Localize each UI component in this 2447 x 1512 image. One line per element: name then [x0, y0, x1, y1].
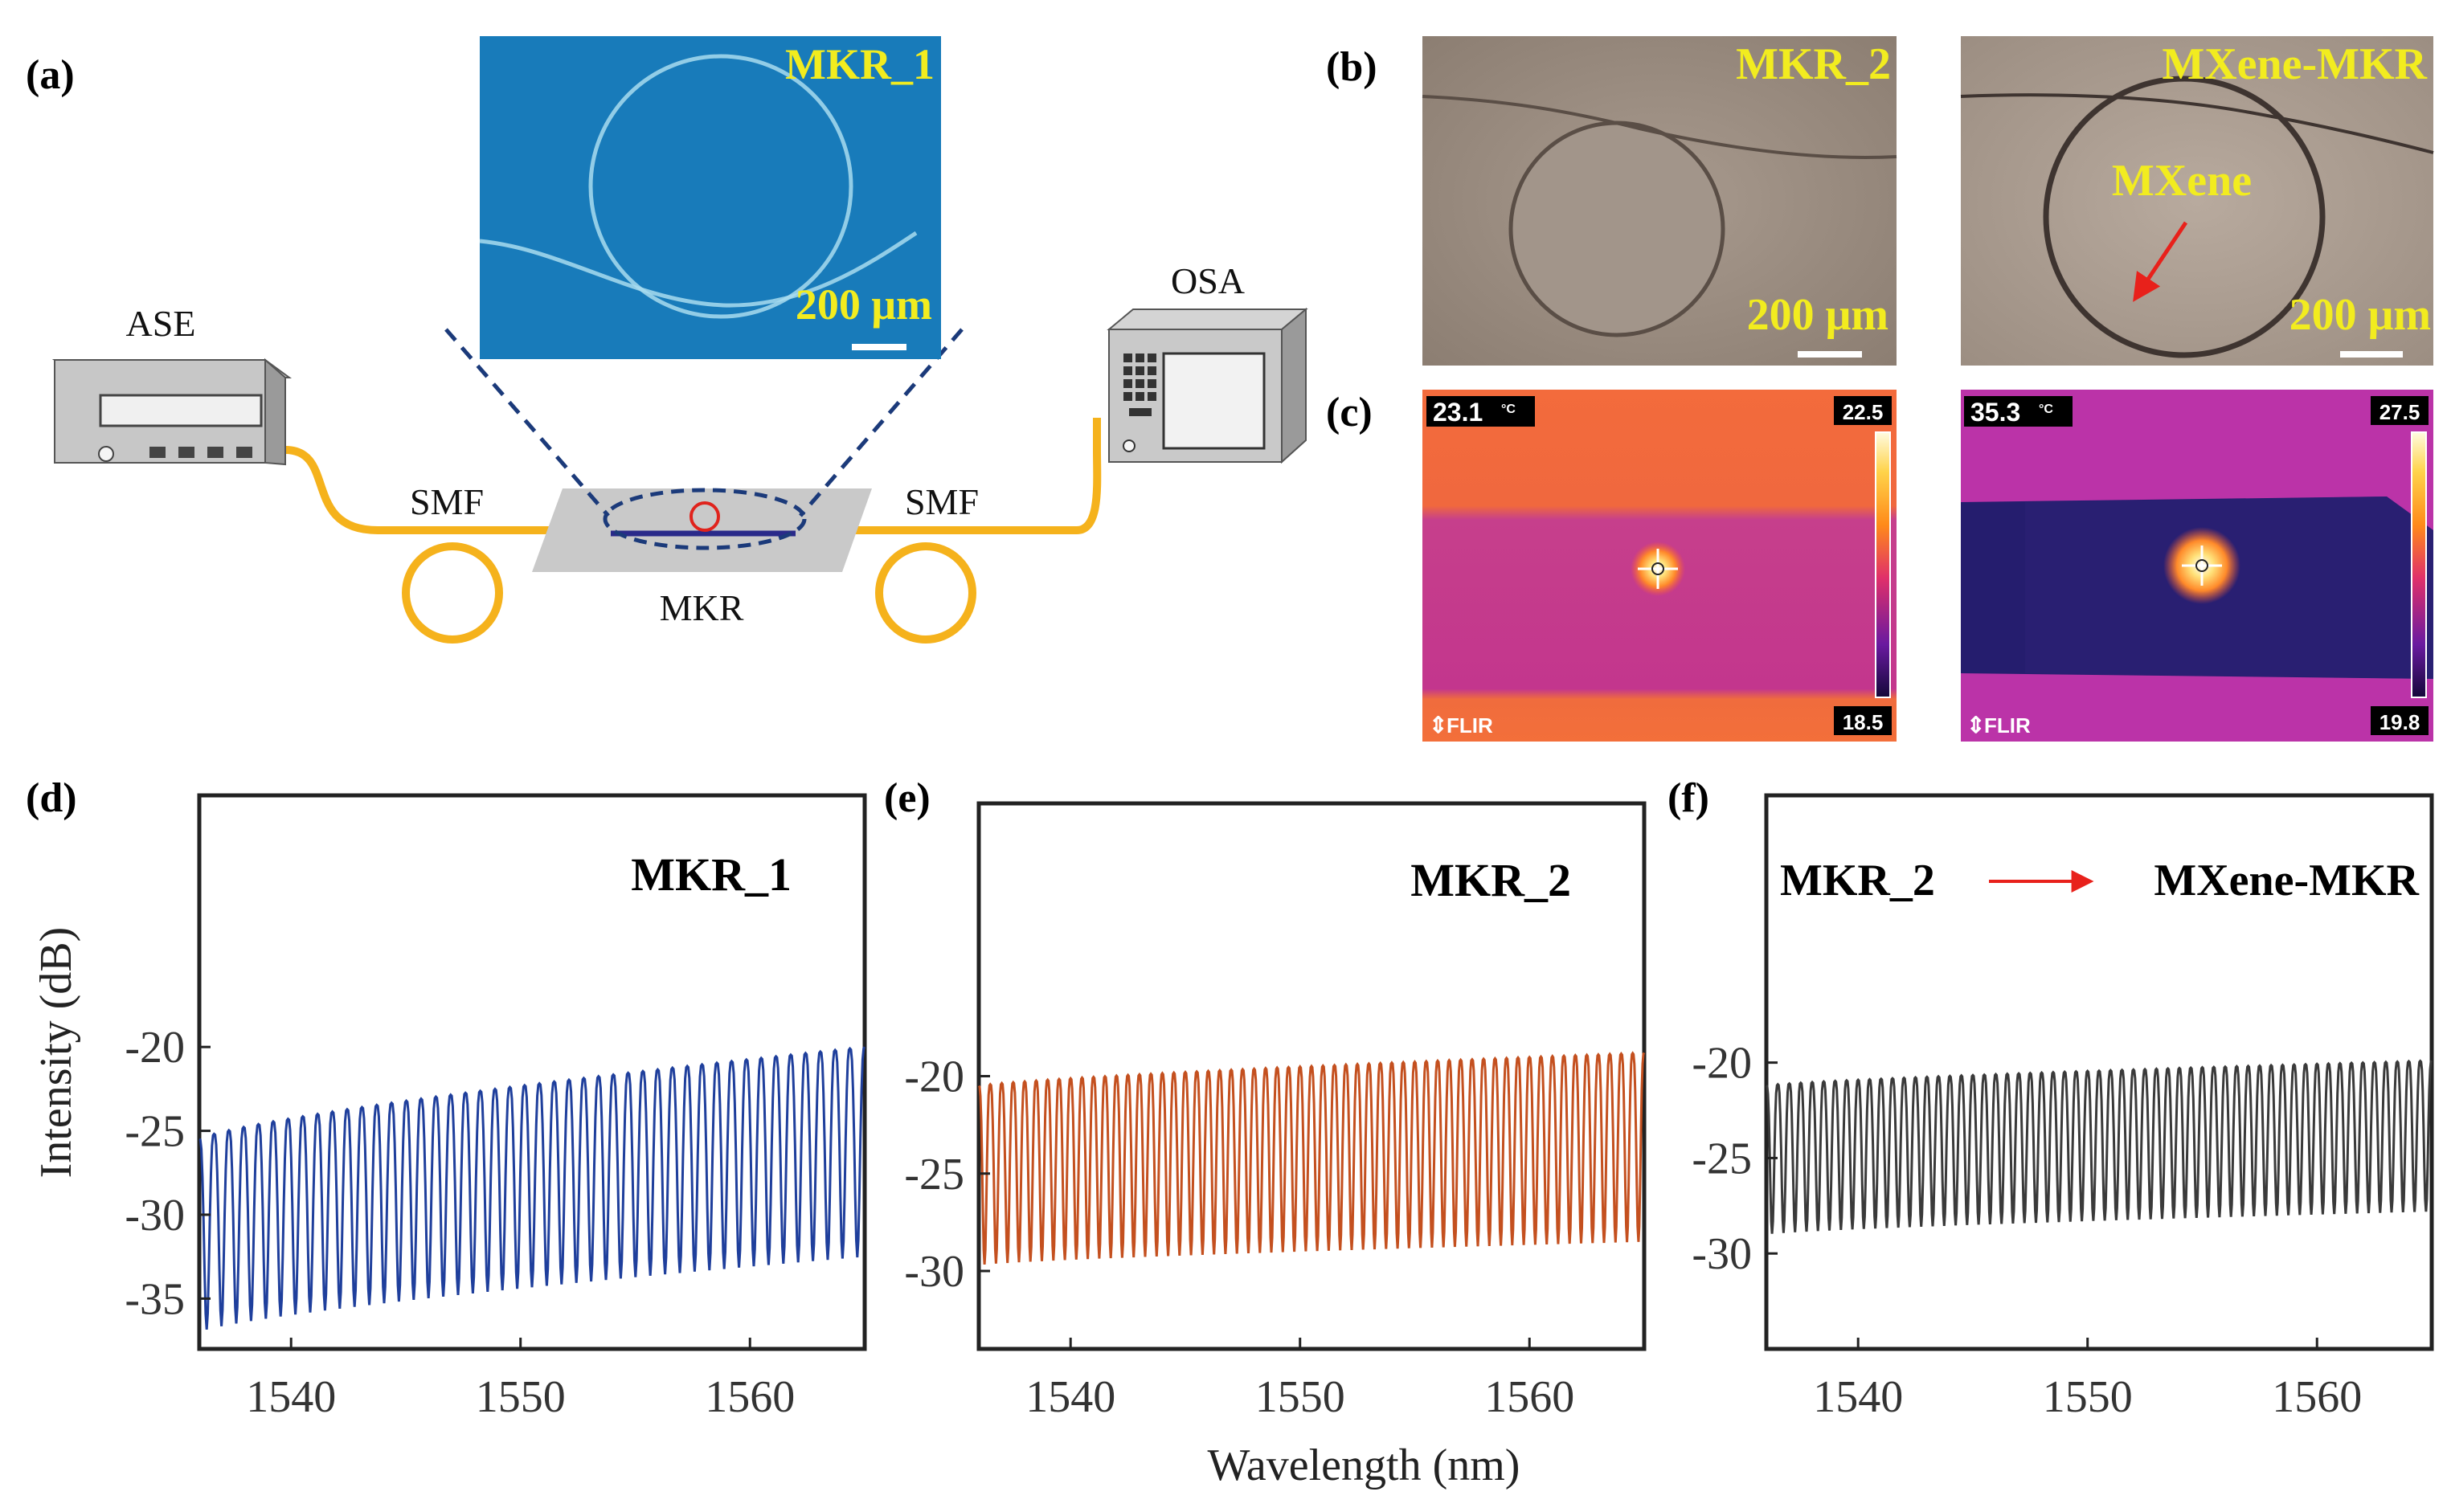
inset-micrograph-mkr1 [479, 36, 941, 359]
ase-label: ASE [126, 303, 196, 344]
thermal-left-scale-max: 22.5 [1843, 400, 1884, 424]
smf-label-left: SMF [410, 481, 484, 522]
thermal-left-scale-min: 18.5 [1843, 710, 1884, 734]
flir-logo-right: ⇕ [1966, 713, 1985, 738]
fiber-coil-right [875, 542, 976, 644]
micrograph-mkr2 [1422, 36, 1897, 366]
osa-label: OSA [1171, 260, 1245, 301]
chart-f-ytick-label--30: -30 [1692, 1229, 1752, 1279]
chart-e-ytick-label--20: -20 [904, 1052, 964, 1102]
thermal-right-temp: 35.3 [1970, 398, 2020, 427]
zoom-line-right [799, 328, 964, 517]
inset-title: MKR_1 [785, 40, 935, 88]
chart-f-xtick-label-1540: 1540 [1813, 1372, 1903, 1422]
thermal-right-brand: FLIR [1984, 713, 2031, 738]
mkr-knot-circle [689, 501, 720, 532]
thermal-left-brand: FLIR [1447, 713, 1493, 738]
chart-d-xtick-label-1540: 1540 [246, 1372, 336, 1422]
chart-d-ytick-label--20: -20 [125, 1023, 185, 1073]
chart-f-title-left: MKR_2 [1780, 856, 1935, 905]
chart-d-ytick-label--30: -30 [125, 1191, 185, 1240]
ase-instrument-icon [51, 358, 293, 466]
x-axis-label: Wavelength (nm) [1208, 1440, 1520, 1490]
micrograph-right-title: MXene-MKR [2162, 39, 2427, 89]
thermal-image-mkr2 [1422, 390, 1897, 742]
panel-label-d: (d) [26, 775, 77, 821]
fiber-coil-left [402, 542, 503, 644]
mxene-annotation-label: MXene [2112, 156, 2252, 206]
zoom-ellipse [603, 488, 807, 550]
panel-label-b: (b) [1326, 44, 1377, 90]
chart-d: MKR_1 1540 1550 1560 -35 -30 -25 -20 [125, 793, 867, 1422]
panel-label-c: (c) [1326, 390, 1373, 435]
chart-e-xtick-label-1540: 1540 [1025, 1372, 1115, 1422]
micrograph-mxene-mkr [1960, 36, 2434, 366]
chart-d-xtick-label-1550: 1550 [476, 1372, 566, 1422]
thermal-right-scale-max: 27.5 [2379, 400, 2420, 424]
micrograph-left-title: MKR_2 [1736, 39, 1891, 89]
chart-d-ytick-label--25: -25 [125, 1107, 185, 1157]
thermal-right-scale-min: 19.8 [2379, 710, 2420, 734]
chart-e-ytick-label--25: -25 [904, 1150, 964, 1199]
chart-e-xtick-label-1550: 1550 [1255, 1372, 1345, 1422]
chart-e-xtick-label-1560: 1560 [1484, 1372, 1574, 1422]
thermal-image-mxene-mkr [1961, 390, 2433, 742]
thermal-right-unit: °C [2039, 403, 2053, 416]
zoom-line-left [444, 328, 610, 517]
micrograph-left-scalebar: 200 μm [1747, 290, 1888, 340]
chart-f-series-0 [1765, 1059, 2433, 1234]
chart-e-ytick-label--30: -30 [904, 1247, 964, 1297]
chart-d-ytick-label--35: -35 [125, 1274, 185, 1324]
mkr-label: MKR [660, 587, 744, 628]
chart-f-ytick-label--20: -20 [1692, 1039, 1752, 1089]
thermal-left-unit: °C [1501, 403, 1516, 416]
panel-label-f: (f) [1667, 775, 1709, 821]
mxene-annotation-arrow [2133, 221, 2188, 302]
chart-f-title-right: MXene-MKR [2154, 856, 2419, 905]
panel-label-a: (a) [26, 52, 75, 98]
osa-instrument-icon [1107, 307, 1308, 464]
panel-label-e: (e) [884, 775, 931, 821]
chart-e: MKR_2 1540 1550 1560 -30 -25 -20 [904, 801, 1647, 1422]
smf-label-right: SMF [905, 481, 979, 522]
thermal-left-temp: 23.1 [1433, 398, 1483, 427]
chart-d-title: MKR_1 [631, 848, 792, 901]
chart-f: MKR_2 MXene-MKR 1540 1550 1560 -30 -25 -20 [1692, 793, 2434, 1422]
fiber-path [284, 418, 1102, 534]
chart-d-xtick-label-1560: 1560 [705, 1372, 795, 1422]
chart-e-title: MKR_2 [1410, 854, 1571, 906]
chart-f-xtick-label-1560: 1560 [2272, 1372, 2362, 1422]
flir-logo-left: ⇕ [1429, 713, 1447, 738]
chart-f-frame [1764, 793, 2434, 1351]
chart-e-series-0 [977, 1051, 1646, 1265]
chart-d-series-0 [198, 1046, 866, 1330]
chart-f-ytick-label--25: -25 [1692, 1134, 1752, 1183]
chart-f-xtick-label-1550: 1550 [2043, 1372, 2133, 1422]
inset-scalebar-label: 200 μm [796, 280, 932, 329]
y-axis-label: Intensity (dB) [31, 927, 81, 1179]
chart-d-frame [197, 793, 867, 1351]
micrograph-right-scalebar: 200 μm [2289, 290, 2431, 340]
